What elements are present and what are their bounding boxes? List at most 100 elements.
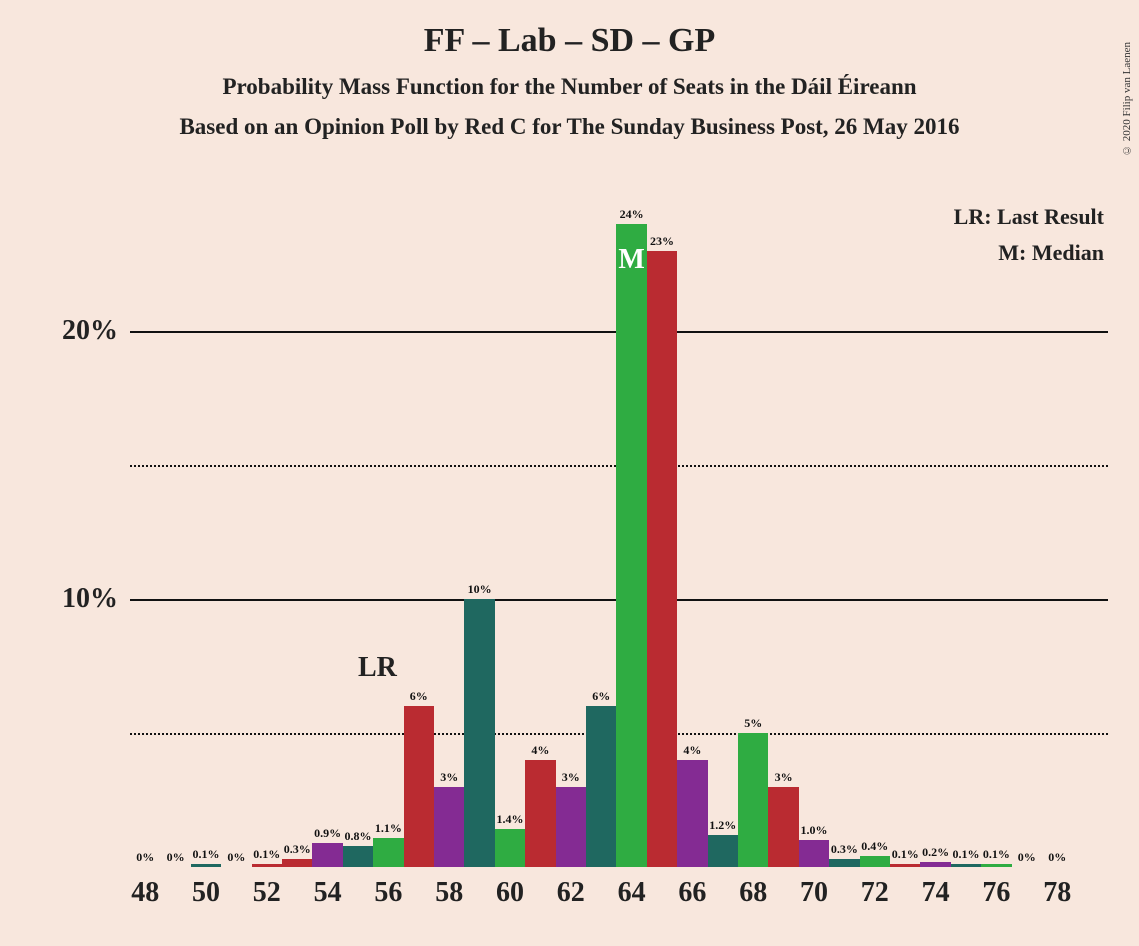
- bar: 4%: [525, 760, 555, 867]
- x-axis-label: 66: [678, 867, 706, 909]
- bar: 0.4%: [860, 856, 890, 867]
- x-axis-label: 50: [192, 867, 220, 909]
- bar-value-label: 0%: [136, 850, 154, 867]
- bar-slot: 0%: [130, 197, 160, 867]
- bar-value-label: 23%: [650, 234, 674, 251]
- bar: 1.1%: [373, 838, 403, 867]
- bar-slot: 3%: [768, 197, 798, 867]
- bar-value-label: 3%: [562, 770, 580, 787]
- bar: 1.2%: [708, 835, 738, 867]
- bar-value-label: 4%: [531, 743, 549, 760]
- bar-slot: 6%: [404, 197, 434, 867]
- bar-value-label: 10%: [468, 582, 492, 599]
- x-axis-label: 78: [1043, 867, 1071, 909]
- x-axis-label: 76: [982, 867, 1010, 909]
- bar: 5%: [738, 733, 768, 867]
- bar-value-label: 1.4%: [496, 812, 523, 829]
- bar-value-label: 0%: [227, 850, 245, 867]
- bar-value-label: 4%: [683, 743, 701, 760]
- bar: 1.4%: [495, 829, 525, 867]
- bar-value-label: 0.3%: [284, 842, 311, 859]
- bar: 23%: [647, 251, 677, 867]
- bar-value-label: 0.1%: [192, 847, 219, 864]
- bar-slot: 0%: [160, 197, 190, 867]
- x-axis-label: 48: [131, 867, 159, 909]
- bar: 0.3%: [829, 859, 859, 867]
- bar-slot: 0.1%: [252, 197, 282, 867]
- bar-slot: 0.9%: [312, 197, 342, 867]
- x-axis-label: 58: [435, 867, 463, 909]
- bar: 4%: [677, 760, 707, 867]
- bar: 24%M: [616, 224, 646, 867]
- bar-slot: 4%: [525, 197, 555, 867]
- bar-slot: 0%: [1042, 197, 1072, 867]
- x-axis-label: 56: [374, 867, 402, 909]
- bar-slot: 0.1%: [981, 197, 1011, 867]
- bar-value-label: 0%: [167, 850, 185, 867]
- chart-plot-area: 10%20%0%0%0.1%0%0.1%0.3%0.9%0.8%1.1%6%3%…: [130, 197, 1108, 867]
- x-axis-label: 72: [861, 867, 889, 909]
- bar-slot: 0%: [1012, 197, 1042, 867]
- bar-slot: 1.1%: [373, 197, 403, 867]
- bar-slot: 3%: [434, 197, 464, 867]
- bar: 3%: [434, 787, 464, 867]
- chart-subtitle-2: Based on an Opinion Poll by Red C for Th…: [0, 114, 1139, 140]
- y-axis-label: 10%: [62, 583, 130, 615]
- bar-value-label: 0.8%: [344, 829, 371, 846]
- bar-slot: 24% M: [616, 197, 646, 867]
- x-axis-label: 60: [496, 867, 524, 909]
- x-axis-label: 52: [253, 867, 281, 909]
- bar-value-label: 24%: [620, 207, 644, 224]
- bar-slot: 1.0%: [799, 197, 829, 867]
- bar-value-label: 3%: [440, 770, 458, 787]
- bar-value-label: 1.0%: [800, 823, 827, 840]
- bar-value-label: 1.1%: [375, 821, 402, 838]
- bar: 6%: [404, 706, 434, 867]
- bar-slot: 5%: [738, 197, 768, 867]
- bar-value-label: 0.1%: [952, 847, 979, 864]
- bar-value-label: 0.1%: [892, 847, 919, 864]
- bar-value-label: 0.3%: [831, 842, 858, 859]
- bar-slot: 0.4%: [860, 197, 890, 867]
- bar: 0.3%: [282, 859, 312, 867]
- chart-title: FF – Lab – SD – GP: [0, 22, 1139, 60]
- x-axis-label: 62: [557, 867, 585, 909]
- bar: 1.0%: [799, 840, 829, 867]
- x-axis-label: 54: [314, 867, 342, 909]
- bar-slot: 0.1%: [951, 197, 981, 867]
- bar-slot: 3%: [556, 197, 586, 867]
- bar-value-label: 0.1%: [983, 847, 1010, 864]
- copyright-text: © 2020 Filip van Laenen: [1121, 42, 1133, 156]
- bar-slot: 1.2%: [708, 197, 738, 867]
- bar: 3%: [768, 787, 798, 867]
- bar: 0.9%: [312, 843, 342, 867]
- bar-slot: 4%: [677, 197, 707, 867]
- bar-slot: 0.8%: [343, 197, 373, 867]
- bar-slot: 0.3%: [282, 197, 312, 867]
- bar-value-label: 0.9%: [314, 826, 341, 843]
- last-result-marker: LR: [358, 652, 397, 684]
- bar: 0.1%: [890, 864, 920, 867]
- bar-value-label: 3%: [775, 770, 793, 787]
- chart-subtitle-1: Probability Mass Function for the Number…: [0, 74, 1139, 100]
- bar-slot: 6%: [586, 197, 616, 867]
- bar-value-label: 0.1%: [253, 847, 280, 864]
- bar-value-label: 0.2%: [922, 845, 949, 862]
- bar: 10%: [464, 599, 494, 867]
- bar: 3%: [556, 787, 586, 867]
- bar-slot: 10%: [464, 197, 494, 867]
- bar-slot: 1.4%: [495, 197, 525, 867]
- bar: 6%: [586, 706, 616, 867]
- x-axis-label: 70: [800, 867, 828, 909]
- bar: 0.1%: [951, 864, 981, 867]
- bar-value-label: 0%: [1018, 850, 1036, 867]
- bar-value-label: 0%: [1048, 850, 1066, 867]
- y-axis-label: 20%: [62, 315, 130, 347]
- median-marker: M: [618, 244, 644, 276]
- bar: 0.8%: [343, 846, 373, 867]
- bar-slot: 23%: [647, 197, 677, 867]
- bar-slot: 0.3%: [829, 197, 859, 867]
- bar-value-label: 0.4%: [861, 839, 888, 856]
- bar-value-label: 1.2%: [709, 818, 736, 835]
- x-axis-label: 68: [739, 867, 767, 909]
